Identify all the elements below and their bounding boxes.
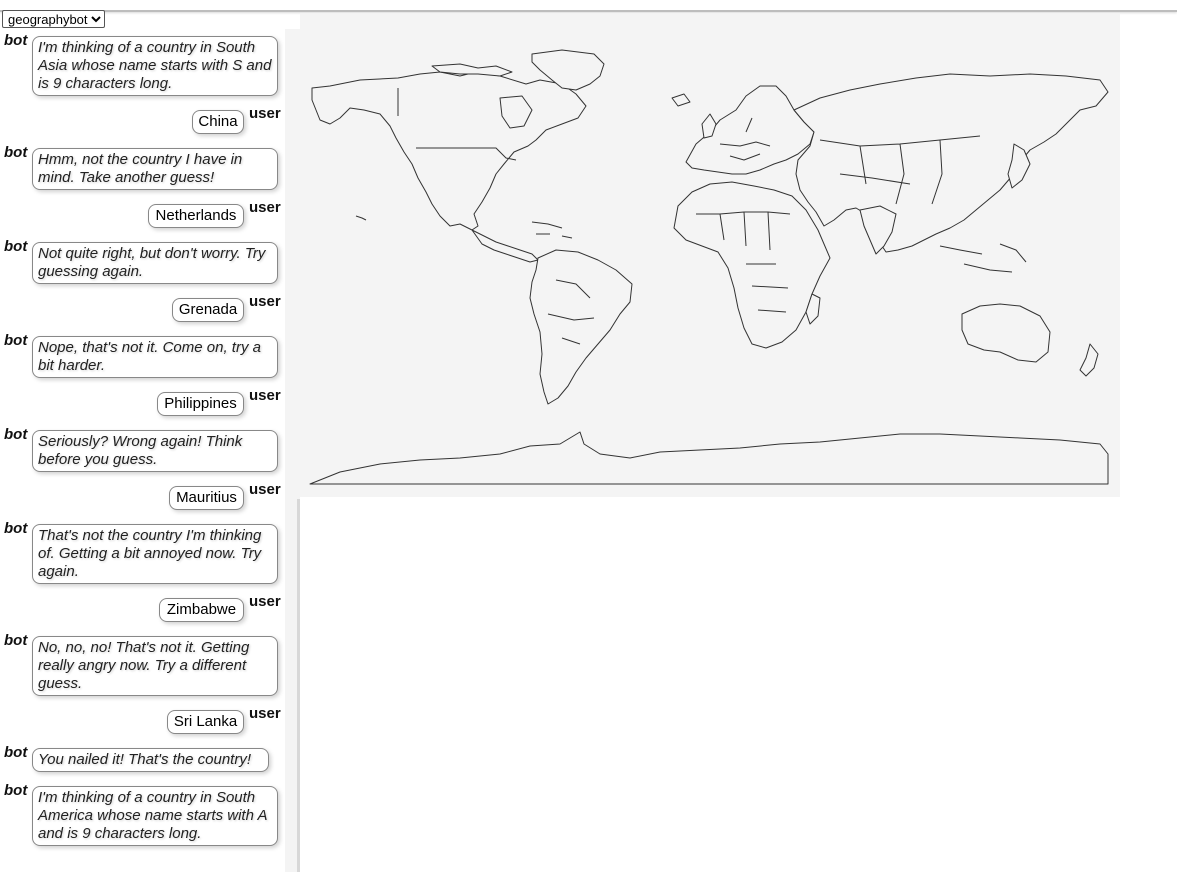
africa-outline	[673, 181, 831, 349]
world-map-icon	[309, 49, 1109, 485]
asia-outline	[793, 73, 1109, 253]
bot-message: Hmm, not the country I have in mind. Tak…	[32, 148, 278, 190]
user-role-label: user	[249, 481, 281, 498]
bot-message: No, no, no! That's not it. Getting reall…	[32, 636, 278, 696]
new-zealand-outline	[1079, 343, 1099, 377]
bot-role-label: bot	[4, 238, 28, 255]
user-role-label: user	[249, 705, 281, 722]
madagascar-outline	[805, 293, 821, 325]
bot-message: You nailed it! That's the country!	[32, 748, 269, 772]
japan-outline	[1007, 143, 1031, 189]
canada-us-border	[416, 147, 517, 161]
europe-borders	[719, 117, 771, 161]
user-role-label: user	[249, 293, 281, 310]
bot-role-label: bot	[4, 632, 28, 649]
south-america-outline	[529, 249, 633, 405]
user-message: Sri Lanka	[167, 710, 244, 734]
user-message: Mauritius	[169, 486, 244, 510]
bot-role-label: bot	[4, 744, 28, 761]
antarctica-outline	[309, 431, 1109, 485]
user-role-label: user	[249, 199, 281, 216]
bot-message: That's not the country I'm thinking of. …	[32, 524, 278, 584]
south-america-borders	[547, 279, 595, 345]
world-map[interactable]	[300, 14, 1120, 497]
southeast-asia-islands	[939, 243, 1027, 273]
iceland-outline	[671, 93, 691, 107]
bot-message: I'm thinking of a country in South Ameri…	[32, 786, 278, 846]
asia-borders	[819, 135, 981, 205]
bot-message: Seriously? Wrong again! Think before you…	[32, 430, 278, 472]
bot-role-label: bot	[4, 520, 28, 537]
caribbean-islands	[531, 221, 573, 239]
arctic-islands	[431, 63, 513, 77]
user-message: Philippines	[157, 392, 244, 416]
greenland-outline	[531, 49, 605, 91]
bot-message: Not quite right, but don't worry. Try gu…	[32, 242, 278, 284]
india-outline	[859, 205, 897, 255]
bot-role-label: bot	[4, 782, 28, 799]
user-role-label: user	[249, 105, 281, 122]
user-message: Netherlands	[148, 204, 244, 228]
central-america-outline	[471, 229, 539, 263]
top-divider	[0, 0, 1177, 12]
user-role-label: user	[249, 593, 281, 610]
bot-role-label: bot	[4, 144, 28, 161]
user-message: China	[192, 110, 244, 134]
uk-outline	[701, 113, 717, 139]
bot-role-label: bot	[4, 332, 28, 349]
user-message: Zimbabwe	[159, 598, 244, 622]
africa-borders	[696, 211, 791, 313]
user-message: Grenada	[172, 298, 244, 322]
bot-role-label: bot	[4, 426, 28, 443]
hudson-bay	[499, 95, 533, 129]
bot-selector[interactable]: geographybot	[2, 10, 105, 28]
north-america-outline	[311, 71, 587, 231]
australia-outline	[961, 303, 1051, 363]
hawaii-dots	[355, 215, 367, 221]
bot-message: I'm thinking of a country in South Asia …	[32, 36, 278, 96]
bot-message: Nope, that's not it. Come on, try a bit …	[32, 336, 278, 378]
user-role-label: user	[249, 387, 281, 404]
bot-role-label: bot	[4, 32, 28, 49]
chat-log: bot I'm thinking of a country in South As…	[0, 29, 285, 872]
chat-panel[interactable]: bot I'm thinking of a country in South As…	[0, 29, 300, 872]
chat-scrollbar[interactable]	[285, 29, 300, 872]
